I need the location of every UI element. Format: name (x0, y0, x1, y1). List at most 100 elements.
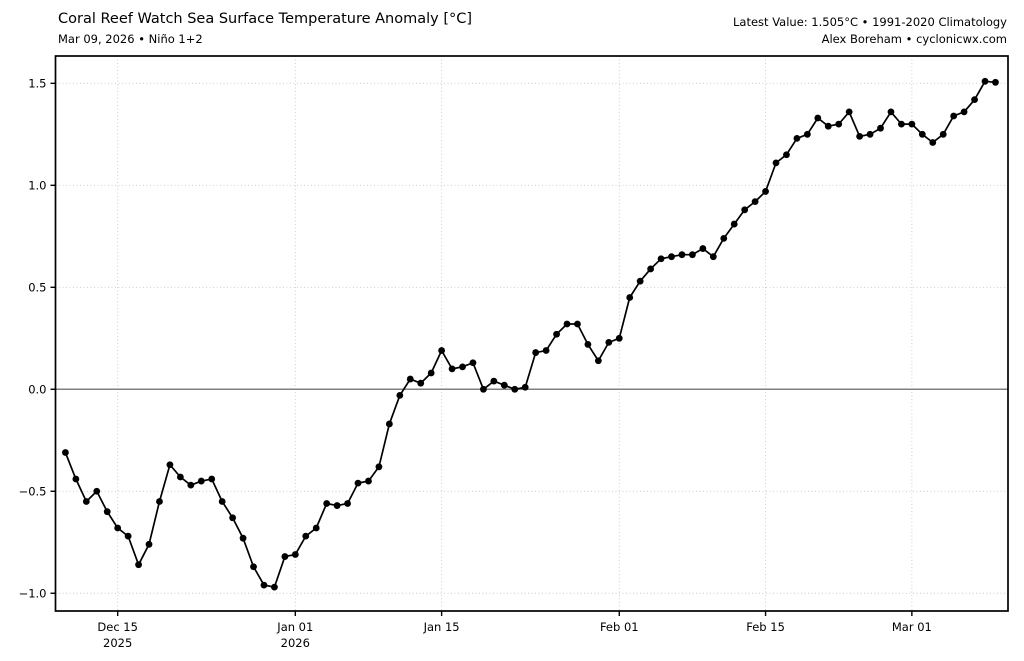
y-tick-label: 1.5 (28, 76, 46, 90)
data-point (950, 112, 958, 120)
data-point (908, 120, 916, 128)
anomaly-line (64, 80, 997, 588)
data-point (532, 349, 540, 356)
x-tick-label: Jan 15 (423, 620, 460, 634)
data-point (114, 524, 122, 532)
data-point (856, 132, 864, 140)
data-point (229, 514, 237, 522)
data-point (469, 359, 477, 367)
data-point (636, 277, 644, 285)
data-point (291, 551, 299, 558)
data-point (772, 159, 780, 167)
data-point (887, 108, 895, 116)
credit-text: Alex Boreham • cyclonicwx.com (821, 31, 1007, 46)
chart-title: Coral Reef Watch Sea Surface Temperature… (58, 11, 473, 27)
data-point (563, 320, 571, 328)
x-tick-label: Mar 01 (892, 620, 932, 634)
data-point (939, 130, 947, 138)
x-tick-label: Jan 01 (276, 620, 313, 634)
data-point (396, 392, 404, 399)
data-point (845, 108, 853, 116)
data-point (82, 498, 90, 505)
data-point (145, 540, 153, 548)
data-point (814, 114, 822, 122)
data-point (720, 234, 728, 242)
chart-subtitle: Mar 09, 2026 • Niño 1+2 (58, 32, 203, 47)
data-point (898, 120, 905, 128)
y-tick-label: −1.0 (19, 586, 47, 600)
data-point (992, 78, 999, 86)
data-point (594, 357, 602, 365)
data-point (647, 265, 655, 273)
data-point (260, 581, 268, 589)
data-point (302, 532, 310, 540)
data-point (751, 198, 759, 206)
data-point (208, 475, 216, 483)
data-point (197, 477, 205, 485)
data-point (521, 383, 529, 391)
data-point (918, 130, 926, 138)
y-tick-label: 1.0 (28, 178, 46, 192)
data-point (960, 108, 968, 116)
data-point (312, 524, 320, 532)
data-point (375, 463, 383, 471)
data-point (971, 96, 978, 104)
data-point (354, 479, 362, 487)
plot-border (54, 55, 1009, 612)
data-point (480, 385, 487, 393)
data-point (584, 341, 592, 348)
chart-header: Coral Reef Watch Sea Surface Temperature… (58, 10, 472, 46)
x-tick-year-label: 2026 (281, 636, 310, 650)
x-tick-label: Feb 15 (746, 620, 785, 634)
data-point (657, 255, 665, 263)
data-point (239, 534, 247, 542)
y-tick-label: 0.0 (28, 382, 46, 396)
data-point (459, 363, 466, 371)
data-point (333, 502, 341, 509)
data-point (448, 365, 456, 373)
data-point (166, 461, 174, 469)
data-point (490, 377, 498, 385)
data-point (783, 151, 790, 159)
y-tick-label: 0.5 (28, 280, 46, 294)
data-point (626, 294, 634, 301)
data-point (574, 320, 581, 328)
data-point (93, 487, 101, 495)
data-point (176, 473, 184, 481)
chart-header-right: Latest Value: 1.505°C • 1991-2020 Climat… (733, 14, 1007, 47)
data-point (72, 475, 80, 483)
data-point (824, 122, 832, 130)
data-point (668, 253, 675, 261)
data-point (689, 251, 696, 259)
data-point (406, 375, 414, 383)
data-point (218, 498, 226, 505)
data-point (438, 347, 446, 354)
x-tick-label: Dec 15 (97, 620, 138, 634)
data-point (835, 120, 843, 128)
data-point (417, 379, 425, 387)
data-point (103, 508, 111, 516)
data-point (762, 188, 769, 195)
data-point (271, 583, 278, 591)
data-point (500, 381, 508, 389)
data-point (323, 500, 331, 507)
x-tick-year-label: 2025 (103, 636, 132, 650)
data-point (741, 206, 749, 214)
data-point (156, 498, 163, 505)
data-point (344, 500, 351, 507)
data-point (793, 135, 801, 142)
data-point (511, 385, 519, 393)
data-point (62, 449, 69, 456)
data-point (542, 347, 550, 354)
data-point (385, 420, 393, 428)
data-point (981, 77, 989, 85)
data-point (929, 139, 937, 146)
y-tick-label: −0.5 (19, 484, 47, 498)
data-point (803, 130, 811, 138)
latest-value-text: Latest Value: 1.505°C • 1991-2020 Climat… (733, 15, 1007, 29)
data-point (365, 477, 372, 485)
data-point (281, 553, 289, 560)
data-point (877, 124, 884, 132)
